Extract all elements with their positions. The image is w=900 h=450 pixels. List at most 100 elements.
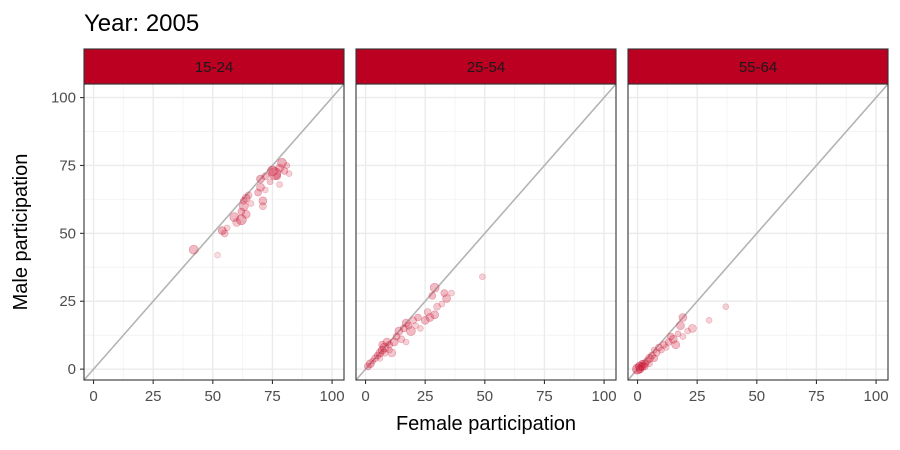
- data-point: [643, 357, 651, 365]
- data-point: [236, 214, 247, 226]
- x-tick-label: 75: [264, 388, 281, 405]
- x-tick-label: 25: [417, 388, 434, 405]
- data-point: [389, 337, 399, 347]
- data-point: [254, 188, 262, 197]
- data-point: [412, 322, 419, 330]
- data-point: [423, 308, 432, 316]
- data-point: [239, 201, 249, 211]
- data-point: [648, 351, 656, 360]
- chart-title: Year: 2005: [84, 10, 199, 37]
- data-point: [652, 348, 661, 357]
- data-point: [268, 167, 282, 180]
- data-point: [664, 338, 673, 346]
- data-point: [371, 354, 379, 363]
- y-tick-label: 100: [51, 90, 76, 107]
- x-tick-label: 75: [536, 388, 553, 405]
- data-point: [659, 340, 668, 349]
- data-point: [261, 186, 269, 194]
- data-point: [428, 291, 437, 300]
- data-point: [420, 315, 430, 325]
- x-tick-label: 50: [748, 388, 765, 405]
- reference-line: [355, 83, 617, 381]
- data-point: [387, 348, 397, 358]
- data-point: [244, 191, 253, 200]
- x-tick-label: 100: [320, 388, 345, 405]
- data-point: [688, 324, 697, 333]
- data-point: [662, 344, 670, 351]
- data-point: [645, 353, 654, 363]
- data-point: [655, 343, 663, 352]
- data-point: [442, 294, 451, 303]
- x-tick-label: 100: [864, 388, 889, 405]
- data-point: [256, 182, 265, 192]
- data-point: [678, 313, 688, 322]
- data-point: [378, 340, 387, 349]
- data-point: [425, 313, 435, 322]
- data-point: [406, 326, 416, 336]
- data-point: [676, 321, 685, 331]
- data-point: [273, 172, 282, 181]
- data-point: [256, 174, 265, 184]
- data-point: [433, 302, 441, 311]
- data-point: [275, 163, 284, 173]
- data-point: [392, 332, 401, 341]
- data-point: [399, 324, 408, 333]
- data-point: [667, 332, 675, 341]
- data-point: [285, 170, 293, 177]
- data-point: [220, 229, 229, 238]
- data-point: [640, 359, 650, 369]
- data-point: [247, 200, 255, 207]
- data-point: [241, 193, 251, 203]
- data-point: [373, 351, 382, 360]
- x-axis-label: Female participation: [396, 413, 576, 435]
- data-point: [637, 362, 647, 371]
- data-point: [671, 340, 681, 350]
- data-point: [414, 313, 422, 322]
- data-point: [188, 244, 199, 255]
- data-point: [394, 326, 404, 336]
- reference-line: [83, 83, 345, 381]
- data-point: [650, 354, 659, 363]
- data-point: [402, 338, 410, 346]
- data-point: [379, 342, 390, 353]
- data-point: [684, 327, 691, 335]
- x-tick-label: 50: [476, 388, 493, 405]
- reference-line: [627, 83, 889, 381]
- data-point: [397, 335, 406, 344]
- data-point: [380, 348, 389, 357]
- data-point: [650, 346, 658, 354]
- facet-strip-label: 25-54: [467, 59, 505, 76]
- y-tick-label: 50: [59, 225, 76, 242]
- facet-strip: [83, 48, 345, 85]
- y-tick-label: 25: [59, 293, 76, 310]
- x-tick-label: 50: [204, 388, 221, 405]
- data-point: [369, 357, 377, 365]
- data-point: [267, 165, 278, 177]
- y-axis-label: Male participation: [10, 154, 32, 311]
- data-point: [276, 181, 283, 188]
- data-point: [232, 218, 241, 227]
- data-point: [223, 224, 231, 232]
- data-point: [448, 289, 455, 297]
- facet-strip-label: 15-24: [195, 59, 233, 76]
- facet-strip-label: 55-64: [739, 59, 777, 76]
- data-point: [385, 340, 394, 349]
- y-tick-label: 0: [68, 361, 76, 378]
- data-point: [240, 197, 248, 205]
- data-point: [705, 316, 713, 324]
- data-point: [382, 337, 392, 347]
- data-point: [429, 282, 440, 293]
- data-point: [277, 158, 287, 168]
- x-tick-label: 0: [361, 388, 369, 405]
- data-point: [229, 212, 240, 222]
- data-point: [674, 330, 682, 338]
- data-point: [632, 363, 643, 375]
- y-tick-label: 75: [59, 157, 76, 174]
- facet-strip: [355, 48, 617, 85]
- data-point: [638, 359, 647, 368]
- data-point: [283, 162, 291, 169]
- data-point: [668, 334, 678, 344]
- facet-panels: 15-24 0 25 50 75 100 0 25 50 75 100 25-54 0 25 50 75 100…: [51, 48, 889, 405]
- data-point: [430, 310, 440, 320]
